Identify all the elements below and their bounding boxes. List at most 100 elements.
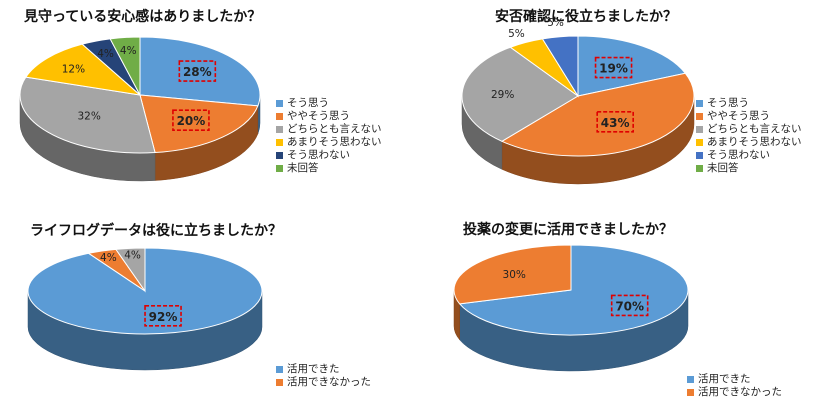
- legend-label: 活用できなかった: [698, 386, 782, 398]
- legend: そう思う ややそう思う どちらとも言えない あまりそう思わない そう思わない 未回答: [696, 97, 802, 175]
- legend-item: あまりそう思わない: [276, 136, 382, 149]
- legend-swatch: [696, 126, 703, 133]
- data-label-text: 92%: [149, 310, 178, 324]
- legend-label: あまりそう思わない: [287, 136, 382, 148]
- legend-swatch: [276, 126, 283, 133]
- data-label: 4%: [120, 45, 137, 57]
- highlighted-data-label: 70%: [610, 294, 649, 317]
- legend-item: ややそう思う: [276, 110, 382, 123]
- legend-item: そう思わない: [276, 149, 382, 162]
- legend-item: そう思わない: [696, 149, 802, 162]
- highlighted-data-label: 20%: [172, 109, 210, 132]
- legend-label: そう思わない: [287, 149, 350, 161]
- data-label-text: 28%: [183, 65, 212, 79]
- legend-swatch: [276, 100, 283, 107]
- data-label: 4%: [100, 252, 117, 264]
- pie-slice: [458, 244, 689, 336]
- chart-panel-1: 見守っている安心感はありましたか？ 28% 20% 32% 12% 4% 4% そう思うや…: [0, 0, 410, 205]
- legend-swatch: [696, 100, 703, 107]
- legend-item: ややそう思う: [696, 110, 802, 123]
- pie-slice: [115, 247, 146, 293]
- legend-label: あまりそう思わない: [707, 136, 802, 148]
- pie-slice: [139, 36, 261, 107]
- chart-title: 安否確認に役立ちましたか？: [495, 9, 677, 25]
- pie-chart: 19% 43% 29% 5% 5%: [461, 17, 695, 185]
- legend-item: どちらとも言えない: [276, 123, 382, 136]
- data-label-text: 4%: [97, 48, 114, 60]
- highlighted-data-label: 28%: [178, 60, 217, 82]
- legend-label: そう思わない: [707, 149, 770, 161]
- legend-label: そう思う: [287, 97, 329, 109]
- legend-label: 未回答: [707, 162, 739, 174]
- legend-label: 未回答: [287, 162, 319, 174]
- legend-label: ややそう思う: [707, 110, 770, 122]
- data-label: 5%: [508, 28, 525, 40]
- data-label-text: 4%: [100, 252, 117, 264]
- legend-item: 活用できなかった: [687, 386, 782, 399]
- data-label-text: 4%: [124, 250, 141, 262]
- highlight-box: [144, 305, 182, 327]
- chart-title: 見守っている安心感はありましたか？: [24, 9, 262, 25]
- legend-label: 活用できなかった: [287, 376, 371, 388]
- legend-label: そう思う: [707, 97, 749, 109]
- data-label: 4%: [124, 250, 141, 262]
- legend-swatch: [276, 165, 283, 172]
- pie-slice: [19, 76, 156, 154]
- legend-item: どちらとも言えない: [696, 123, 802, 136]
- data-label-text: 12%: [62, 63, 85, 75]
- data-label: 29%: [491, 89, 514, 101]
- legend-swatch: [696, 113, 703, 120]
- data-label-text: 70%: [615, 299, 644, 313]
- pie-chart: 28% 20% 32% 12% 4% 4%: [19, 36, 261, 182]
- legend: そう思う ややそう思う どちらとも言えない あまりそう思わない そう思わない 未回答: [276, 97, 382, 175]
- highlight-box: [610, 294, 649, 317]
- pie-slice: [453, 244, 572, 305]
- legend-swatch: [696, 152, 703, 159]
- data-label-text: 29%: [491, 89, 514, 101]
- legend-swatch: [687, 376, 694, 383]
- highlight-box: [178, 60, 217, 82]
- pie-chart: 70% 30%: [453, 244, 689, 372]
- legend-label: どちらとも言えない: [287, 123, 382, 135]
- data-label-text: 20%: [177, 114, 206, 128]
- legend-swatch: [276, 152, 283, 159]
- chart-panel-2: 安否確認に役立ちましたか？ 19% 43% 29% 5% 5% そう思う ややそう思う どち…: [410, 0, 820, 205]
- legend-item: そう思う: [276, 97, 382, 110]
- legend-label: どちらとも言えない: [707, 123, 802, 135]
- legend-item: 活用できなかった: [276, 376, 371, 389]
- legend-item: 未回答: [696, 162, 802, 175]
- highlighted-data-label: 43%: [596, 111, 634, 133]
- legend-item: あまりそう思わない: [696, 136, 802, 149]
- pie-slice: [109, 36, 141, 96]
- legend-item: 未回答: [276, 162, 382, 175]
- legend-swatch: [687, 389, 694, 396]
- pie-slice: [461, 46, 579, 142]
- legend-swatch: [696, 165, 703, 172]
- chart-title: ライフログデータは役に立ちましたか？: [30, 223, 282, 239]
- chart-title: 投薬の変更に活用できましたか？: [463, 222, 673, 238]
- data-label-text: 5%: [508, 28, 525, 40]
- legend-swatch: [696, 139, 703, 146]
- highlight-box: [596, 111, 634, 133]
- data-label-text: 19%: [599, 62, 628, 76]
- data-label-text: 5%: [547, 17, 564, 29]
- highlighted-data-label: 19%: [594, 56, 633, 79]
- data-label-text: 4%: [120, 45, 137, 57]
- highlight-box: [594, 56, 633, 79]
- chart-panel-3: ライフログデータは役に立ちましたか？ 92% 4% 4% 活用できた 活用できなかった: [0, 205, 410, 411]
- highlighted-data-label: 92%: [144, 305, 182, 327]
- legend-label: 活用できた: [698, 373, 751, 385]
- legend-label: ややそう思う: [287, 110, 350, 122]
- pie-slice: [541, 35, 579, 98]
- legend: 活用できた 活用できなかった: [687, 373, 782, 399]
- data-label-text: 32%: [77, 110, 100, 122]
- legend-item: そう思う: [696, 97, 802, 110]
- legend-item: 活用できた: [276, 363, 371, 376]
- data-label: 4%: [97, 48, 114, 60]
- legend-label: 活用できた: [287, 363, 340, 375]
- legend-swatch: [276, 139, 283, 146]
- pie-slice: [25, 43, 142, 96]
- data-label: 30%: [503, 269, 526, 281]
- chart-panel-4: 投薬の変更に活用できましたか？ 70% 30% 活用できた 活用できなかった: [410, 205, 820, 411]
- pie-slice: [139, 94, 259, 154]
